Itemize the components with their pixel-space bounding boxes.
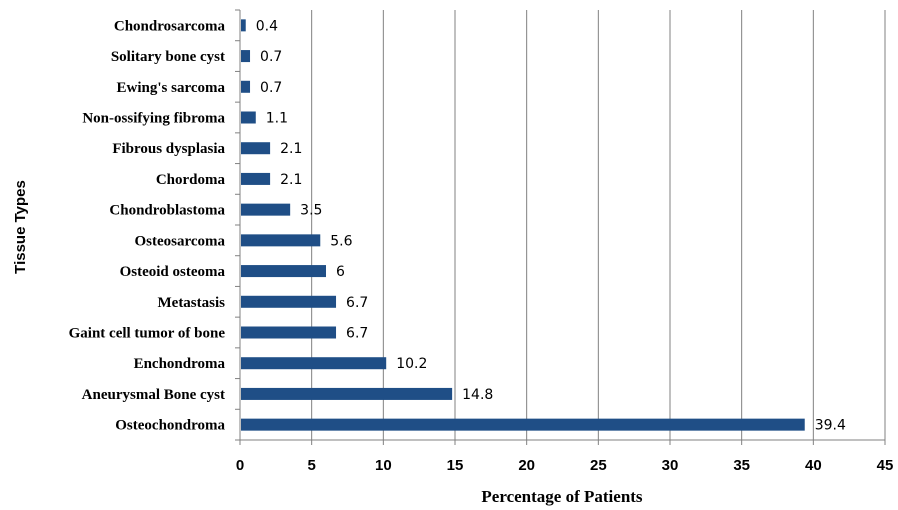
data-label: 2.1 xyxy=(280,141,302,157)
x-tick-label: 30 xyxy=(662,457,679,474)
bar xyxy=(241,326,337,339)
axes xyxy=(235,9,886,445)
bar xyxy=(241,142,271,155)
x-tick-label: 20 xyxy=(518,457,535,474)
data-label: 0.7 xyxy=(260,80,282,96)
category-label: Solitary bone cyst xyxy=(111,49,225,65)
data-label: 39.4 xyxy=(815,418,846,434)
category-label: Gaint cell tumor of bone xyxy=(69,326,226,342)
category-label: Chondrosarcoma xyxy=(114,18,226,34)
bar xyxy=(241,387,453,400)
bar xyxy=(241,50,251,63)
data-label: 6 xyxy=(336,264,345,280)
x-tick-label: 5 xyxy=(307,457,315,474)
bar xyxy=(241,357,387,370)
x-tick-label: 15 xyxy=(447,457,464,474)
data-label: 0.7 xyxy=(260,49,282,65)
data-label: 0.4 xyxy=(256,18,278,34)
bar xyxy=(241,265,326,278)
data-label: 14.8 xyxy=(462,387,493,403)
x-tick-label: 45 xyxy=(877,457,894,474)
category-label: Fibrous dysplasia xyxy=(112,141,225,157)
bar xyxy=(241,111,256,124)
category-label: Osteosarcoma xyxy=(134,233,225,249)
bar xyxy=(241,19,246,32)
category-label: Osteoid osteoma xyxy=(120,264,226,280)
category-labels: Osteochondroma Aneurysmal Bone cyst Enchon… xyxy=(69,18,226,433)
data-label: 1.1 xyxy=(266,111,288,127)
category-label: Enchondroma xyxy=(134,356,226,372)
data-label: 5.6 xyxy=(330,233,352,249)
y-axis-title: Tissue Types xyxy=(12,180,29,274)
category-label: Osteochondroma xyxy=(115,418,225,434)
bar xyxy=(241,172,271,185)
x-tick-label: 35 xyxy=(733,457,750,474)
data-label: 6.7 xyxy=(346,295,368,311)
x-axis-title: Percentage of Patients xyxy=(481,487,643,506)
bar xyxy=(241,203,291,216)
bar xyxy=(241,418,805,431)
category-label: Non-ossifying fibroma xyxy=(82,111,225,127)
bar xyxy=(241,80,251,93)
category-label: Metastasis xyxy=(158,295,226,311)
data-label: 6.7 xyxy=(346,326,368,342)
bars xyxy=(241,19,805,431)
category-label: Ewing's sarcoma xyxy=(117,80,226,96)
data-label: 3.5 xyxy=(300,203,322,219)
category-label: Chondroblastoma xyxy=(109,203,225,219)
data-labels: 39.414.810.26.76.765.63.52.12.11.10.70.7… xyxy=(256,18,846,433)
x-tick-label: 10 xyxy=(375,457,392,474)
bar xyxy=(241,234,321,247)
grid-lines xyxy=(311,10,886,440)
x-tick-label: 0 xyxy=(236,457,244,474)
x-tick-label: 40 xyxy=(805,457,822,474)
x-tick-label: 25 xyxy=(590,457,607,474)
category-label: Chordoma xyxy=(156,172,226,188)
category-label: Aneurysmal Bone cyst xyxy=(82,387,225,403)
x-tick-labels: 0 5 10 15 20 25 30 35 40 45 xyxy=(236,457,894,474)
data-label: 10.2 xyxy=(396,356,427,372)
bar xyxy=(241,295,337,308)
data-label: 2.1 xyxy=(280,172,302,188)
